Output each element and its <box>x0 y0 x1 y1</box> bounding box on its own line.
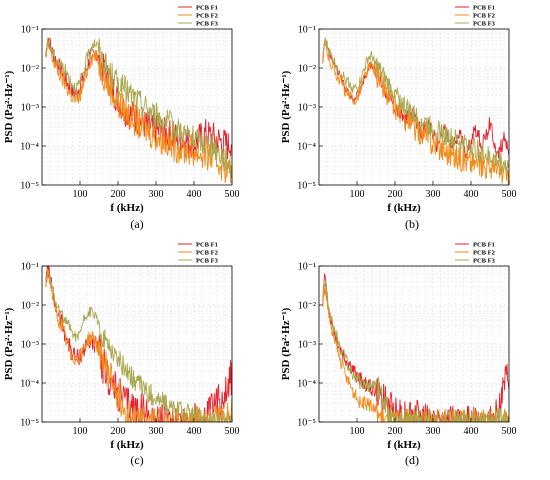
x-tick-label: 500 <box>502 426 517 437</box>
legend-label: PCB F3 <box>473 20 496 27</box>
series-line-pcb-f3 <box>322 281 509 422</box>
legend-label: PCB F1 <box>196 4 218 11</box>
series-line-pcb-f2 <box>45 38 232 184</box>
x-tick-label: 300 <box>149 426 164 437</box>
series-line-pcb-f3 <box>45 269 232 422</box>
legend-label: PCB F1 <box>196 241 218 248</box>
y-tick-label: 10⁻⁵ <box>297 418 316 429</box>
x-tick-label: 300 <box>426 426 441 437</box>
panel-caption: (c) <box>130 453 143 467</box>
chart-panel-c: 100 200 300 400 500 10⁻⁵ 10⁻⁴ 10⁻³ 10⁻² 10⁻¹ f (kH… <box>3 241 240 467</box>
y-tick-label: 10⁻⁵ <box>20 418 39 429</box>
legend-label: PCB F2 <box>196 249 218 256</box>
x-axis-label: f (kHz) <box>387 202 421 214</box>
chart-panel-a: 100 200 300 400 500 10⁻⁵ 10⁻⁴ 10⁻³ 10⁻² 10⁻¹ f (kH… <box>3 4 240 231</box>
chart-panel-b: 100 200 300 400 500 10⁻⁵ 10⁻⁴ 10⁻³ 10⁻² 10⁻¹ f (kH… <box>280 4 517 231</box>
x-tick-label: 200 <box>111 426 126 437</box>
y-tick-label: 10⁻⁵ <box>297 181 316 192</box>
series-line-pcb-f3 <box>45 38 232 177</box>
x-tick-label: 100 <box>73 426 88 437</box>
y-tick-label: 10⁻⁴ <box>297 379 316 390</box>
legend-label: PCB F1 <box>473 4 495 11</box>
y-tick-label: 10⁻¹ <box>21 262 39 273</box>
x-tick-label: 100 <box>350 426 365 437</box>
y-tick-label: 10⁻³ <box>21 340 39 351</box>
x-tick-label: 500 <box>225 189 240 200</box>
x-tick-label: 400 <box>187 426 202 437</box>
legend-label: PCB F3 <box>473 257 496 264</box>
y-tick-label: 10⁻² <box>298 301 316 312</box>
legend-label: PCB F3 <box>196 20 219 27</box>
y-tick-label: 10⁻¹ <box>21 25 39 36</box>
y-axis-label: PSD (Pa²·Hz⁻¹) <box>280 307 292 380</box>
y-axis-label: PSD (Pa²·Hz⁻¹) <box>3 307 15 380</box>
x-axis-label: f (kHz) <box>387 439 421 451</box>
legend-label: PCB F2 <box>196 12 218 19</box>
y-tick-label: 10⁻¹ <box>298 25 316 36</box>
legend-label: PCB F2 <box>473 12 495 19</box>
y-tick-label: 10⁻⁴ <box>297 142 316 153</box>
x-tick-label: 300 <box>426 189 441 200</box>
legend-label: PCB F1 <box>473 241 495 248</box>
series-line-pcb-f1 <box>45 266 232 422</box>
series-line-pcb-f1 <box>322 39 509 159</box>
x-tick-label: 100 <box>350 189 365 200</box>
y-tick-label: 10⁻² <box>21 64 39 75</box>
y-tick-label: 10⁻² <box>298 64 316 75</box>
series-line-pcb-f3 <box>322 37 509 173</box>
panel-caption: (a) <box>130 217 143 231</box>
x-tick-label: 500 <box>502 189 517 200</box>
y-tick-label: 10⁻¹ <box>298 262 316 273</box>
x-axis-label: f (kHz) <box>110 439 144 451</box>
panel-caption: (d) <box>405 453 419 467</box>
y-tick-label: 10⁻³ <box>298 340 316 351</box>
x-tick-label: 500 <box>225 426 240 437</box>
series-line-pcb-f2 <box>45 268 232 422</box>
x-tick-label: 100 <box>73 189 88 200</box>
y-tick-label: 10⁻⁴ <box>20 379 39 390</box>
x-tick-label: 400 <box>464 189 479 200</box>
y-tick-label: 10⁻⁵ <box>20 181 39 192</box>
x-axis-label: f (kHz) <box>110 202 144 214</box>
x-tick-label: 400 <box>464 426 479 437</box>
y-tick-label: 10⁻⁴ <box>20 142 39 153</box>
x-tick-label: 200 <box>388 426 403 437</box>
y-tick-label: 10⁻³ <box>298 103 316 114</box>
x-tick-label: 200 <box>111 189 126 200</box>
panel-caption: (b) <box>405 217 419 231</box>
legend-label: PCB F3 <box>196 257 219 264</box>
series-line-pcb-f2 <box>322 41 509 185</box>
chart-panel-d: 100 200 300 400 500 10⁻⁵ 10⁻⁴ 10⁻³ 10⁻² 10⁻¹ f (kH… <box>280 241 517 467</box>
y-tick-label: 10⁻³ <box>21 103 39 114</box>
x-tick-label: 300 <box>149 189 164 200</box>
y-tick-label: 10⁻² <box>21 301 39 312</box>
legend-label: PCB F2 <box>473 249 495 256</box>
series-line-pcb-f2 <box>322 287 509 422</box>
y-axis-label: PSD (Pa²·Hz⁻¹) <box>3 70 15 143</box>
x-tick-label: 200 <box>388 189 403 200</box>
y-axis-label: PSD (Pa²·Hz⁻¹) <box>280 70 292 143</box>
x-tick-label: 400 <box>187 189 202 200</box>
